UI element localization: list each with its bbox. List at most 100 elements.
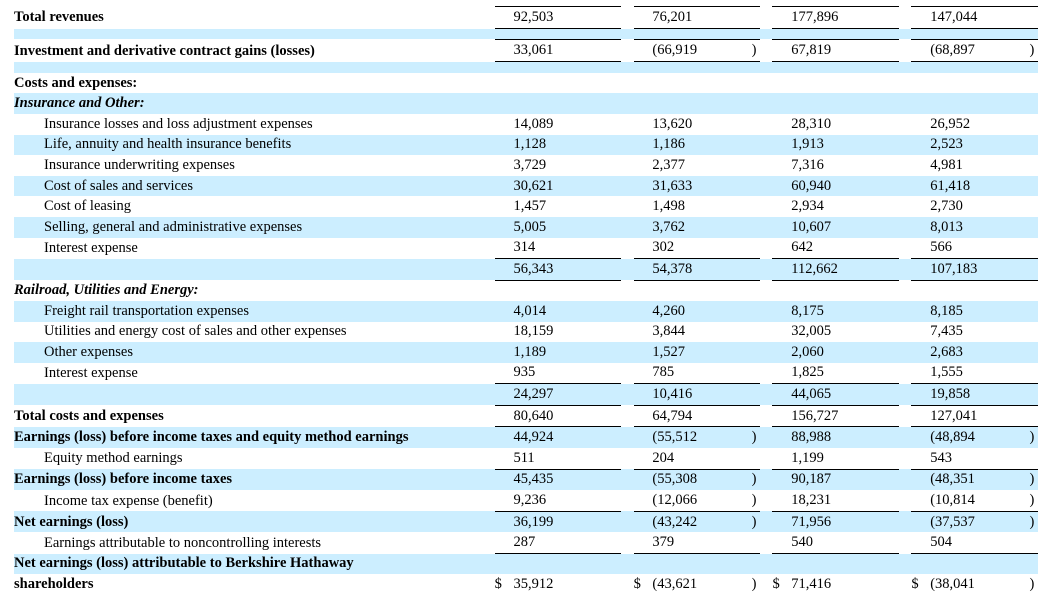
row-label: Life, annuity and health insurance benef… <box>14 135 495 156</box>
gap-cell <box>760 554 773 575</box>
value-cell: 35,912 <box>513 574 612 595</box>
value-cell: 44,924 <box>513 427 612 448</box>
gap-cell <box>621 574 634 595</box>
currency-symbol <box>911 259 930 281</box>
value-cell: 13,620 <box>652 114 751 135</box>
gap-cell <box>760 322 773 343</box>
currency-symbol <box>772 532 791 553</box>
gap-cell <box>621 363 634 384</box>
gap-cell <box>899 554 912 575</box>
gap-cell <box>621 155 634 176</box>
gap-cell <box>760 301 773 322</box>
row-label: Insurance and Other: <box>14 93 495 114</box>
value-cell: 10,416 <box>652 384 751 406</box>
currency-symbol <box>495 363 514 384</box>
value-cell: (55,512 <box>652 427 751 448</box>
paren-cell <box>613 73 621 94</box>
gap-cell <box>899 405 912 427</box>
gap-cell <box>760 238 773 259</box>
gap-cell <box>899 448 912 469</box>
currency-symbol <box>495 490 514 511</box>
value-cell: 642 <box>791 238 890 259</box>
paren-cell <box>613 574 621 595</box>
gap-cell <box>899 490 912 511</box>
currency-symbol <box>634 259 653 281</box>
paren-cell <box>891 469 899 490</box>
currency-symbol <box>634 155 653 176</box>
gap-cell <box>899 532 912 553</box>
value-cell: 1,527 <box>652 342 751 363</box>
row-label: Income tax expense (benefit) <box>14 490 495 511</box>
paren-cell <box>1029 155 1038 176</box>
value-cell: 935 <box>513 363 612 384</box>
value-cell <box>513 280 612 301</box>
paren-cell: ) <box>1029 427 1038 448</box>
row-label: Other expenses <box>14 342 495 363</box>
value-cell: 31,633 <box>652 176 751 197</box>
currency-symbol <box>634 40 653 62</box>
currency-symbol <box>772 511 791 532</box>
gap-cell <box>760 259 773 281</box>
gap-cell <box>760 196 773 217</box>
value-cell: 1,128 <box>513 135 612 156</box>
gap-cell <box>760 73 773 94</box>
gap-cell <box>899 135 912 156</box>
value-cell <box>652 93 751 114</box>
paren-cell: ) <box>752 490 760 511</box>
paren-cell <box>613 135 621 156</box>
paren-cell <box>891 511 899 532</box>
currency-symbol <box>772 217 791 238</box>
gap-cell <box>621 469 634 490</box>
value-cell: 107,183 <box>930 259 1029 281</box>
spacer-row <box>14 28 1038 40</box>
gap-cell <box>621 238 634 259</box>
value-cell: 71,416 <box>791 574 890 595</box>
gap-cell <box>899 7 912 29</box>
value-cell <box>791 554 890 575</box>
value-cell <box>513 93 612 114</box>
paren-cell: ) <box>752 469 760 490</box>
gap-cell <box>621 301 634 322</box>
value-cell: 785 <box>652 363 751 384</box>
paren-cell <box>613 490 621 511</box>
currency-symbol <box>911 469 930 490</box>
row-label: Investment and derivative contract gains… <box>14 40 495 62</box>
paren-cell <box>752 135 760 156</box>
paren-cell <box>613 40 621 62</box>
currency-symbol <box>495 554 514 575</box>
currency-symbol <box>495 427 514 448</box>
paren-cell <box>752 73 760 94</box>
paren-cell <box>613 155 621 176</box>
currency-symbol <box>495 511 514 532</box>
paren-cell <box>752 342 760 363</box>
gap-cell <box>899 40 912 62</box>
paren-cell: ) <box>752 40 760 62</box>
row-label: Insurance underwriting expenses <box>14 155 495 176</box>
row-label: Earnings (loss) before income taxes <box>14 469 495 490</box>
gap-cell <box>621 384 634 406</box>
gap-cell <box>621 40 634 62</box>
currency-symbol <box>634 196 653 217</box>
paren-cell <box>613 469 621 490</box>
gap-cell <box>621 259 634 281</box>
currency-symbol <box>495 342 514 363</box>
currency-symbol <box>911 405 930 427</box>
currency-symbol <box>772 114 791 135</box>
row-label: Net earnings (loss) attributable to Berk… <box>14 554 495 575</box>
value-cell: 7,316 <box>791 155 890 176</box>
paren-cell <box>613 363 621 384</box>
currency-symbol <box>911 73 930 94</box>
paren-cell <box>1029 532 1038 553</box>
gap-cell <box>899 114 912 135</box>
paren-cell <box>891 217 899 238</box>
gap-cell <box>760 176 773 197</box>
paren-cell <box>891 114 899 135</box>
currency-symbol <box>772 73 791 94</box>
row-label: Equity method earnings <box>14 448 495 469</box>
paren-cell <box>752 238 760 259</box>
value-cell: 10,607 <box>791 217 890 238</box>
paren-cell: ) <box>1029 469 1038 490</box>
currency-symbol <box>772 554 791 575</box>
currency-symbol <box>772 40 791 62</box>
spacer-row <box>14 62 1038 73</box>
